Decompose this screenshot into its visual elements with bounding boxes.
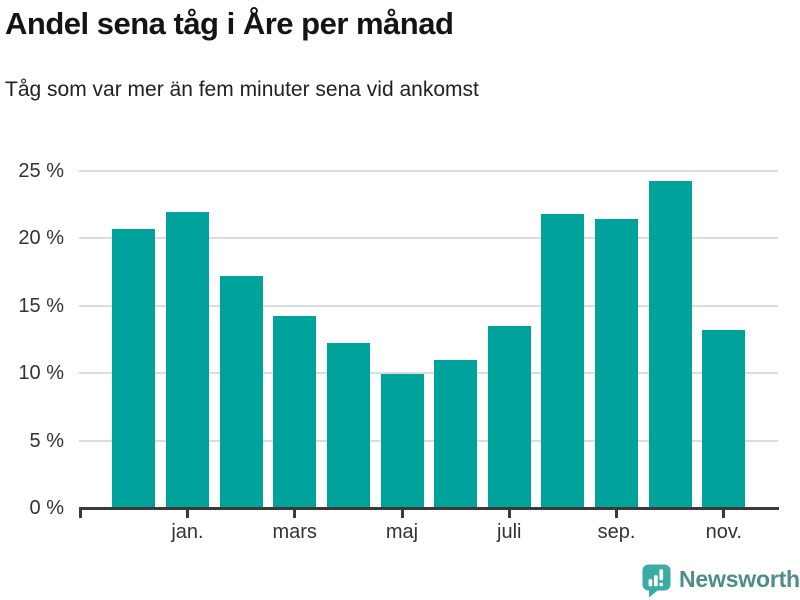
bar: [541, 213, 585, 508]
x-axis-tick: [185, 510, 189, 518]
x-axis-tick-label: maj: [385, 521, 419, 543]
y-axis-tick-label: 5 %: [29, 429, 64, 452]
bar: [434, 359, 478, 508]
x-axis-tick-label: nov.: [705, 521, 742, 543]
bar: [326, 343, 370, 508]
x-axis-tick: [79, 510, 82, 518]
bar: [648, 181, 692, 508]
x-axis-tick: [293, 510, 297, 518]
y-axis-tick-label: 15 %: [18, 294, 64, 317]
gridline: [79, 372, 778, 374]
x-axis-tick-label: sep.: [597, 521, 636, 543]
chart-subtitle: Tåg som var mer än fem minuter sena vid …: [5, 78, 479, 101]
bar: [702, 329, 746, 508]
bar: [273, 316, 317, 508]
x-axis-line: [79, 507, 779, 510]
bar: [380, 374, 424, 508]
gridline: [79, 304, 778, 307]
newsworthy-logo: Newsworthy: [641, 563, 800, 599]
chart-title: Andel sena tåg i Åre per månad: [5, 6, 454, 41]
newsworthy-logo-text: Newsworthy: [679, 566, 800, 592]
bar: [219, 275, 263, 508]
gridline: [79, 439, 778, 442]
y-axis-tick-label: 25 %: [18, 159, 64, 182]
gridline: [79, 237, 778, 239]
bar: [595, 219, 639, 508]
x-axis-tick-label: mars: [272, 521, 317, 543]
bar: [165, 212, 209, 508]
y-axis-tick-label: 20 %: [18, 227, 64, 249]
y-axis-tick-label: 10 %: [18, 362, 64, 384]
gridline: [79, 169, 778, 172]
x-axis-tick: [615, 510, 619, 518]
x-axis-tick: [507, 510, 511, 518]
bar: [487, 325, 531, 508]
y-axis-tick-label: 0 %: [29, 497, 64, 519]
newsworthy-logo-icon: [642, 564, 671, 598]
bar: [112, 228, 156, 508]
x-axis-tick-label: juli: [497, 521, 522, 543]
x-axis-tick: [400, 510, 404, 518]
x-axis-tick: [722, 510, 726, 518]
x-axis-tick-label: jan.: [171, 521, 204, 543]
